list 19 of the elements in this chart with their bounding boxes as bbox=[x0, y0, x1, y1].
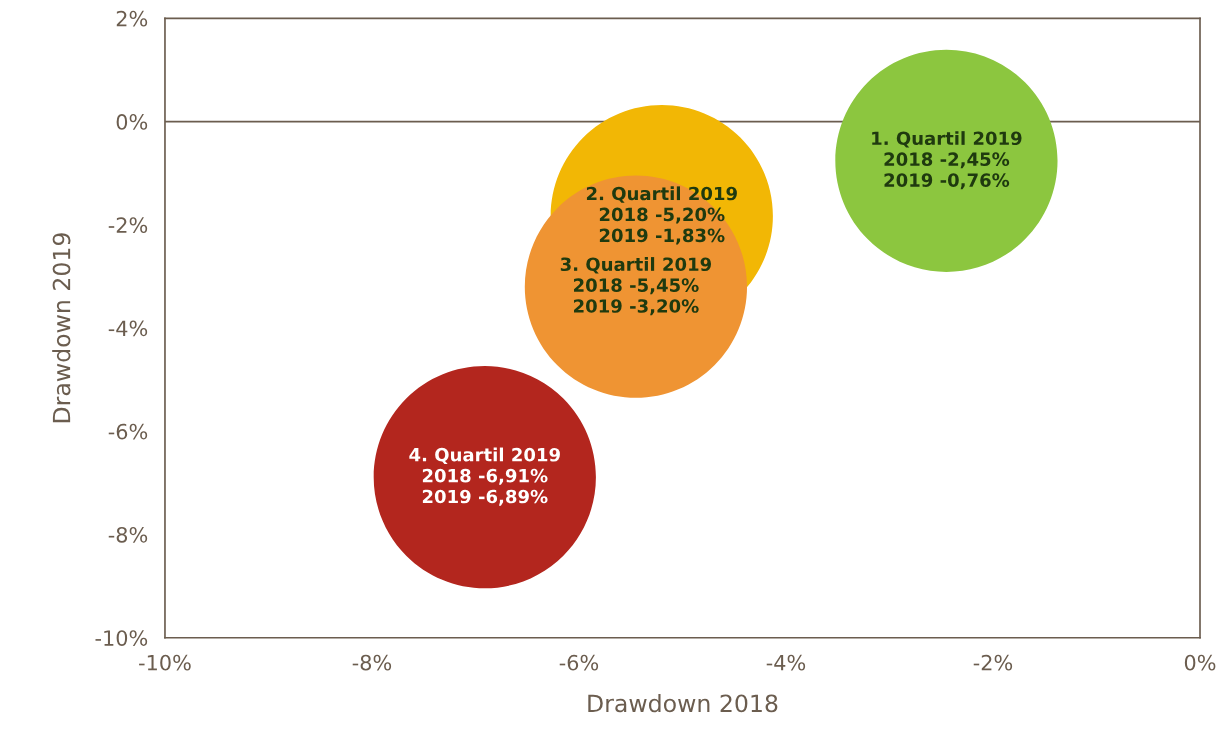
x-tick-label: -6% bbox=[559, 654, 599, 671]
y-tick-label: 0% bbox=[116, 114, 148, 130]
y-tick-label: -10% bbox=[95, 630, 148, 646]
x-tick-label: -4% bbox=[766, 654, 806, 671]
x-tick-label: -8% bbox=[352, 654, 392, 671]
y-tick-label: -2% bbox=[108, 217, 148, 233]
y-axis-title: Drawdown 2019 bbox=[52, 233, 71, 423]
y-tick-label: -6% bbox=[108, 423, 148, 440]
x-tick-label: -2% bbox=[973, 654, 1013, 671]
x-axis-title: Drawdown 2018 bbox=[588, 693, 778, 713]
data-label: 1. Quartil 2019 2018 -2,45% 2019 -0,76% bbox=[872, 131, 1022, 190]
y-tick-label: 2% bbox=[116, 10, 148, 27]
x-tick-label: -10% bbox=[139, 654, 191, 671]
x-tick-label: 0% bbox=[1184, 654, 1216, 671]
y-tick-label: -4% bbox=[108, 320, 148, 337]
data-label: 4. Quartil 2019 2018 -6,91% 2019 -6,89% bbox=[409, 447, 560, 506]
y-tick-label: -8% bbox=[108, 526, 148, 543]
data-label: 2. Quartil 2019 2018 -5,20% 2019 -1,83% bbox=[586, 186, 737, 245]
data-label: 3. Quartil 2019 2018 -5,45% 2019 -3,20% bbox=[560, 257, 712, 316]
